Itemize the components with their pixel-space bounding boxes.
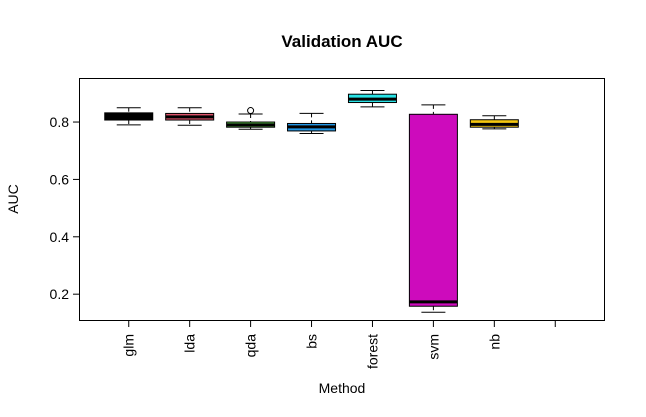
chart-title: Validation AUC (281, 32, 402, 51)
y-tick-label: 0.4 (50, 229, 70, 245)
x-tick-label: svm (425, 334, 441, 360)
outlier-point (247, 107, 255, 115)
x-tick-label: bs (304, 334, 320, 349)
x-tick-label: lda (182, 334, 198, 353)
y-axis-label: AUC (5, 184, 21, 214)
x-axis-label: Method (319, 380, 366, 396)
plot-frame (79, 78, 605, 321)
x-tick-label: qda (243, 334, 259, 358)
y-tick-label: 0.6 (50, 171, 70, 187)
y-tick-label: 0.2 (50, 286, 70, 302)
y-tick-label: 0.8 (50, 114, 70, 130)
x-tick-label: forest (364, 334, 380, 369)
x-tick-label: nb (486, 334, 502, 350)
box-svm (408, 113, 458, 307)
x-tick-label: glm (121, 334, 137, 357)
chart-marks: 0.2 0.4 0.6 0.8 glm lda qda bs forest svm nb (50, 89, 556, 369)
